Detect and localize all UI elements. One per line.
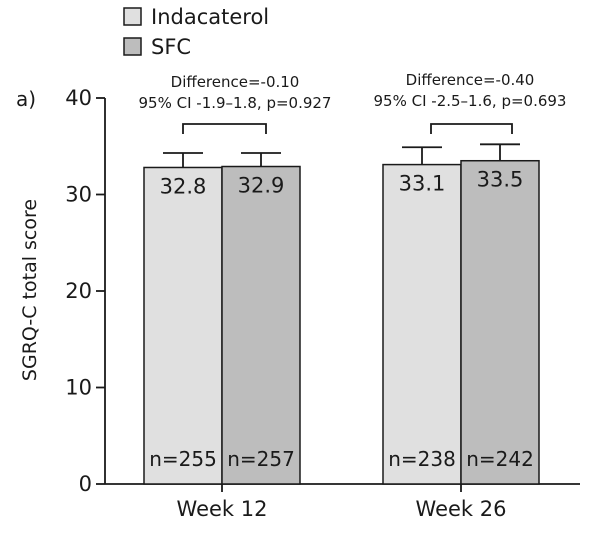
value-label-indacaterol-week-12: 32.8 bbox=[160, 174, 207, 198]
comparison-bracket-week-12 bbox=[182, 123, 267, 134]
panel-label: a) bbox=[16, 87, 36, 111]
n-label-indacaterol-week-26: n=238 bbox=[388, 447, 456, 471]
y-tick-label: 0 bbox=[79, 472, 92, 496]
annotation-ci-week-12: 95% CI -1.9–1.8, p=0.927 bbox=[139, 94, 332, 112]
value-label-sfc-week-26: 33.5 bbox=[477, 168, 524, 192]
n-label-sfc-week-26: n=242 bbox=[466, 447, 534, 471]
legend-label-indacaterol: Indacaterol bbox=[151, 5, 269, 29]
x-label-week-12: Week 12 bbox=[177, 497, 268, 521]
value-label-sfc-week-12: 32.9 bbox=[238, 174, 285, 198]
bar-group-week-26: 33.1 33.5 n=238 n=242 bbox=[382, 143, 540, 485]
bar-sfc-week-26 bbox=[460, 159, 540, 485]
annotation-ci-week-26: 95% CI -2.5–1.6, p=0.693 bbox=[374, 92, 567, 110]
y-tick-label: 20 bbox=[65, 279, 92, 303]
legend-label-sfc: SFC bbox=[151, 35, 191, 59]
n-label-sfc-week-12: n=257 bbox=[227, 447, 295, 471]
comparison-bracket-week-26 bbox=[430, 123, 513, 134]
bar-indacaterol-week-26 bbox=[382, 163, 462, 485]
bar-sfc-week-12 bbox=[221, 165, 301, 485]
x-label-week-26: Week 26 bbox=[416, 497, 507, 521]
bar-group-week-12: 32.8 32.9 n=255 n=257 bbox=[143, 152, 301, 485]
y-axis-label: SGRQ-C total score bbox=[19, 199, 41, 381]
legend-swatch-indacaterol bbox=[123, 7, 142, 26]
y-tick-label: 30 bbox=[65, 183, 92, 207]
legend: Indacaterol SFC bbox=[123, 5, 269, 59]
n-label-indacaterol-week-12: n=255 bbox=[149, 447, 217, 471]
y-tick-label: 10 bbox=[65, 376, 92, 400]
y-tick-label: 40 bbox=[65, 86, 92, 110]
value-label-indacaterol-week-26: 33.1 bbox=[399, 172, 446, 196]
bar-indacaterol-week-12 bbox=[143, 166, 223, 485]
y-ticks: 0 10 20 30 40 bbox=[65, 86, 105, 496]
annotation-difference-week-12: Difference=-0.10 bbox=[171, 73, 300, 91]
legend-swatch-sfc bbox=[123, 37, 142, 56]
annotation-difference-week-26: Difference=-0.40 bbox=[406, 71, 535, 89]
